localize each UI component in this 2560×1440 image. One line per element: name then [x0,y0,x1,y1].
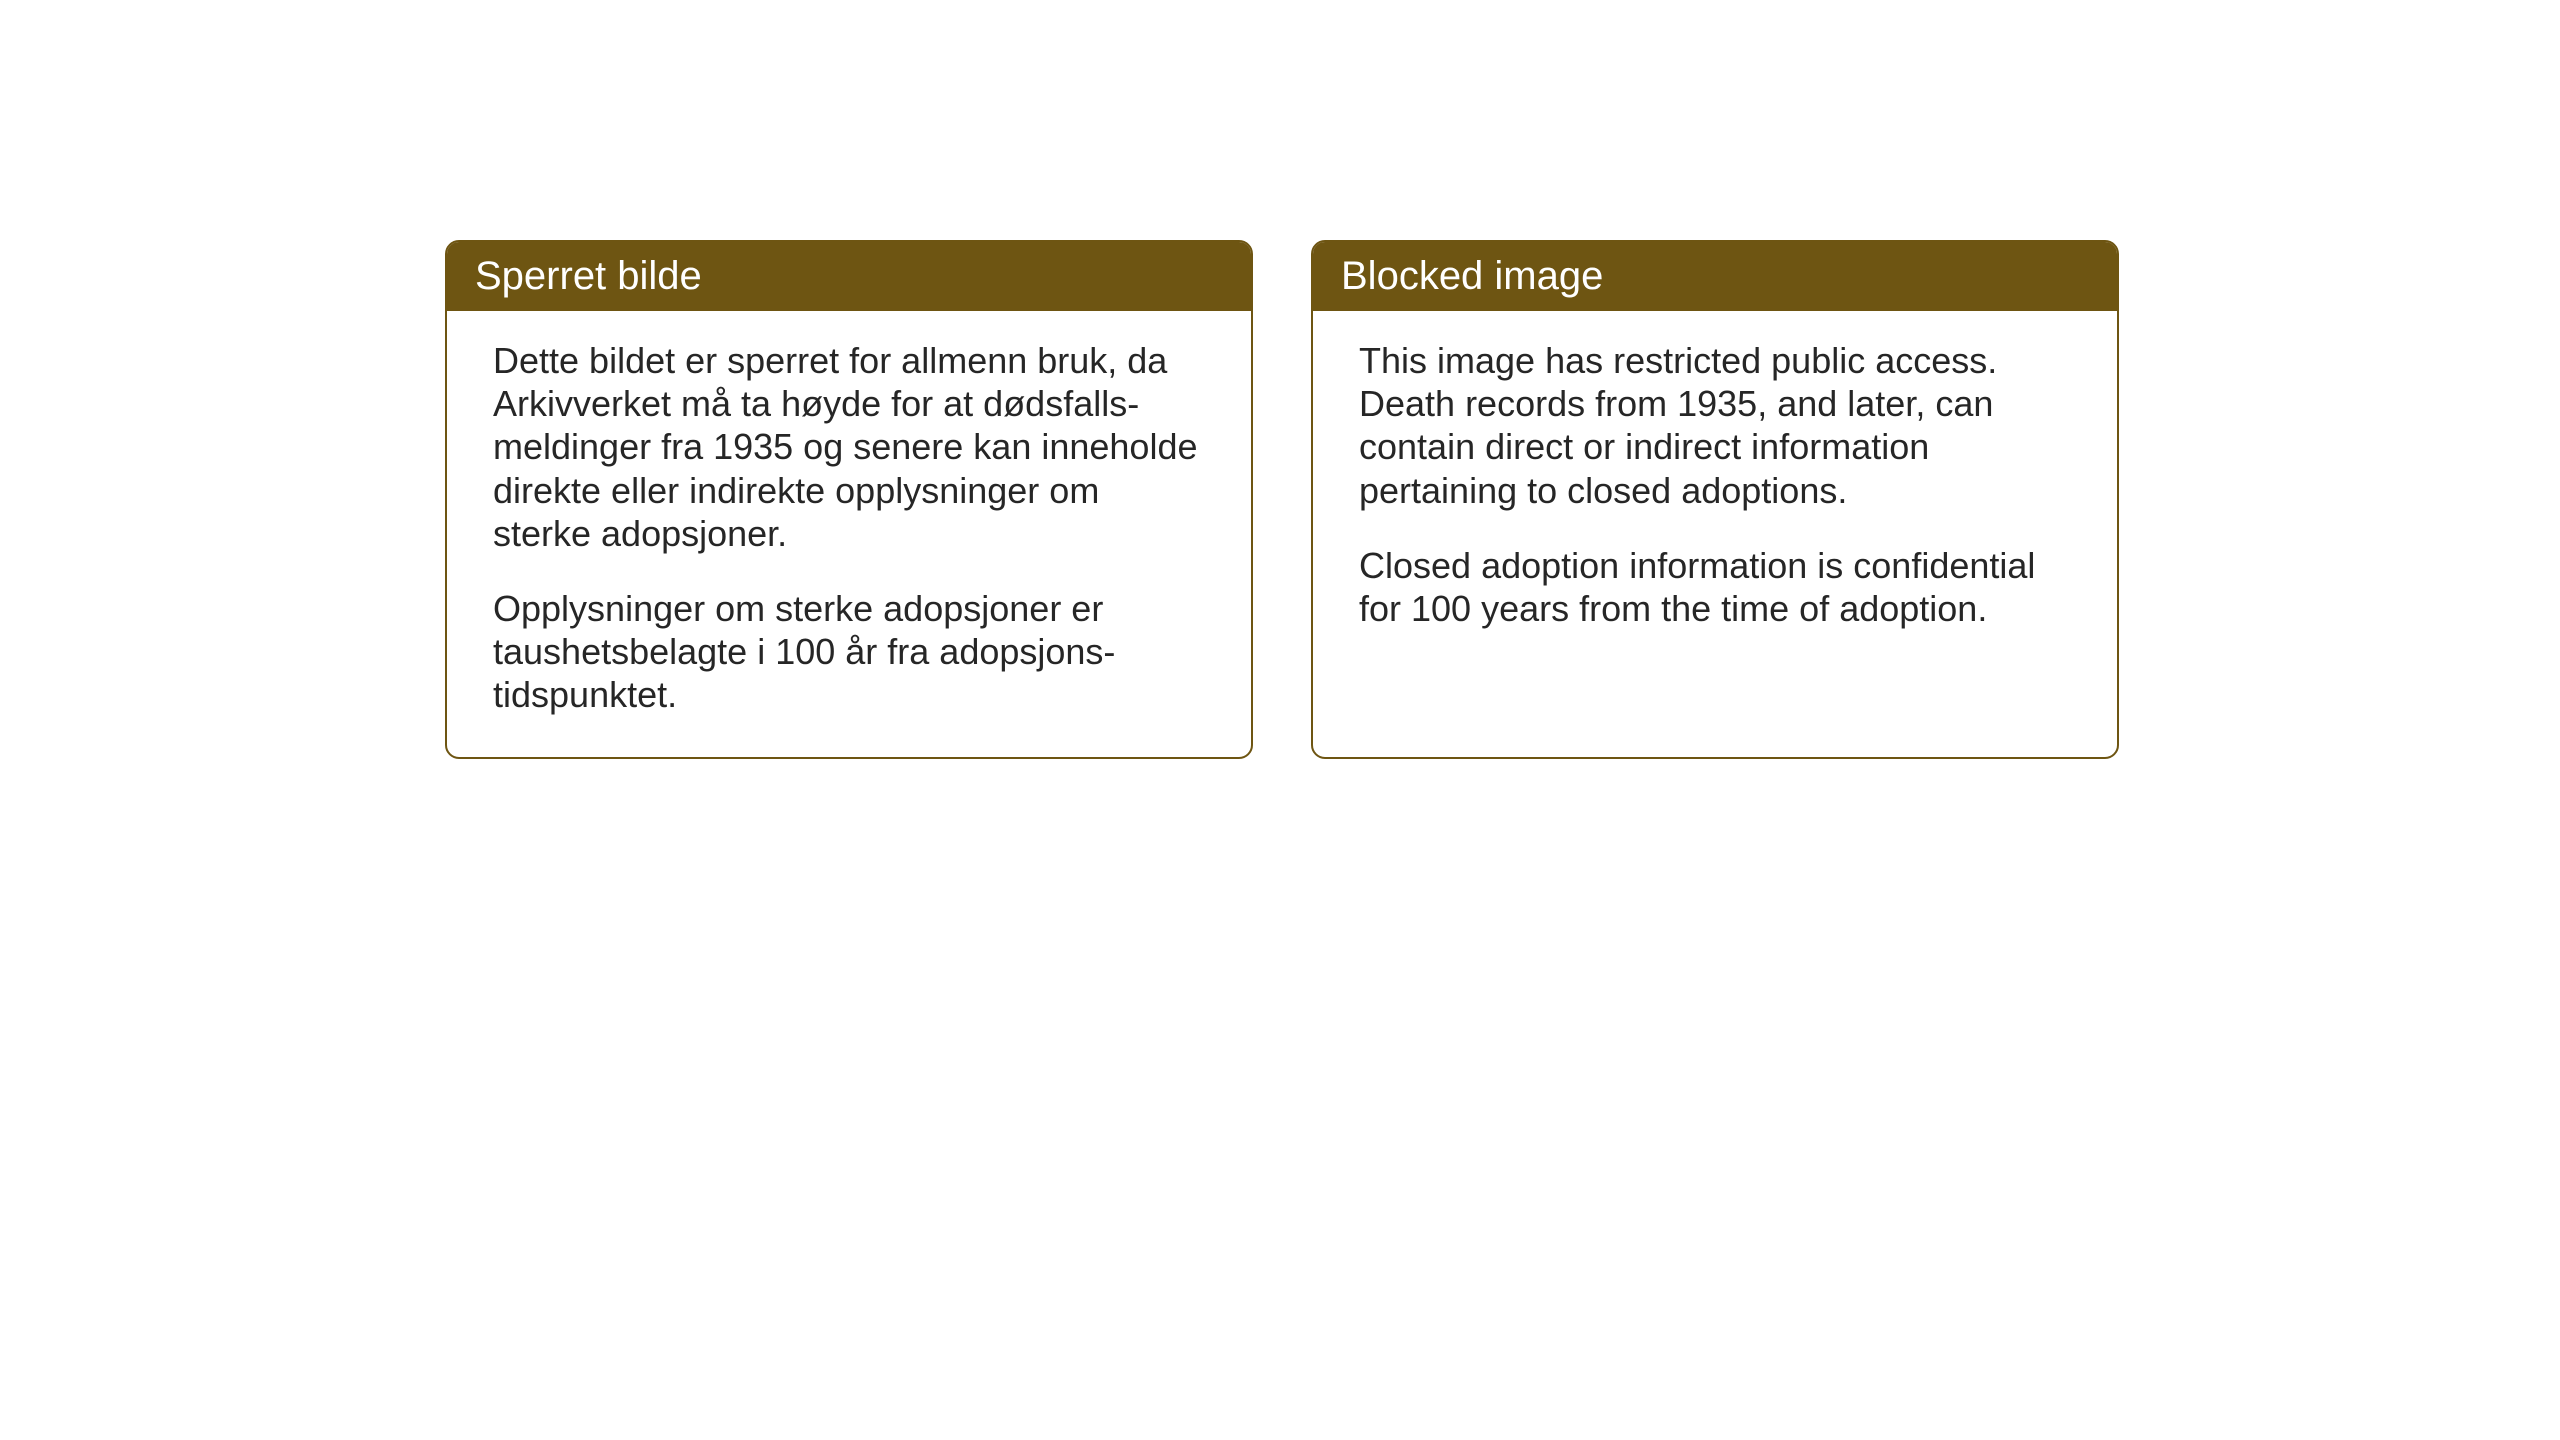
card-paragraph-1-norwegian: Dette bildet er sperret for allmenn bruk… [493,339,1205,555]
card-paragraph-1-english: This image has restricted public access.… [1359,339,2071,512]
card-body-norwegian: Dette bildet er sperret for allmenn bruk… [447,311,1251,757]
card-header-norwegian: Sperret bilde [447,242,1251,311]
card-title-english: Blocked image [1341,254,1603,298]
card-paragraph-2-norwegian: Opplysninger om sterke adopsjoner er tau… [493,587,1205,717]
notice-card-english: Blocked image This image has restricted … [1311,240,2119,759]
card-paragraph-2-english: Closed adoption information is confident… [1359,544,2071,630]
notice-card-norwegian: Sperret bilde Dette bildet er sperret fo… [445,240,1253,759]
card-body-english: This image has restricted public access.… [1313,311,2117,670]
card-header-english: Blocked image [1313,242,2117,311]
card-title-norwegian: Sperret bilde [475,254,702,298]
notice-container: Sperret bilde Dette bildet er sperret fo… [445,240,2119,759]
